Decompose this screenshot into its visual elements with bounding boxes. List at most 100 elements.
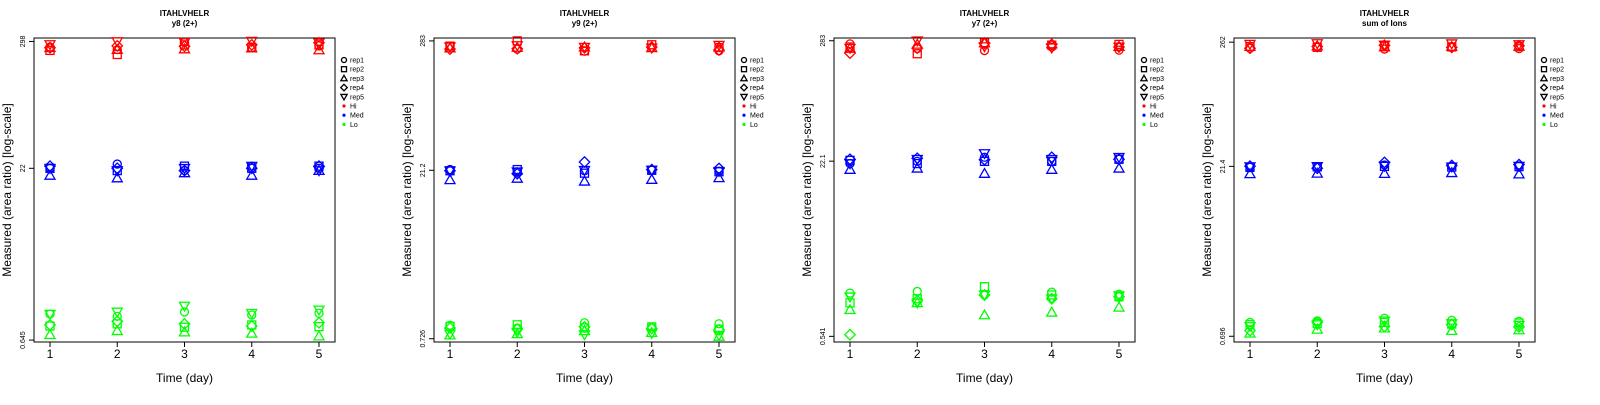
legend-marker-rep3 <box>1139 73 1149 82</box>
data-point-lo-rep4 <box>443 321 457 335</box>
data-point-lo-rep4 <box>312 316 326 329</box>
data-point-lo-rep3 <box>1445 324 1458 336</box>
legend-marker-lo <box>742 122 746 126</box>
y-tick-label: 21.4 <box>1220 159 1227 173</box>
data-point-lo-rep4 <box>1378 320 1391 333</box>
data-point-med-rep5 <box>1445 162 1458 174</box>
data-point-lo-rep5 <box>1243 321 1257 333</box>
y-tick-label: 0.541 <box>820 327 827 345</box>
data-point-med-rep5 <box>978 149 991 160</box>
data-point-med-rep3 <box>1112 161 1126 173</box>
legend-marker-hi <box>342 104 346 108</box>
data-point-hi-rep3 <box>1445 40 1458 51</box>
legend-marker-rep4 <box>1139 83 1149 92</box>
x-tick-label: 5 <box>1516 347 1523 361</box>
data-point-hi-rep4 <box>1243 42 1257 55</box>
legend-marker-rep3 <box>339 73 349 82</box>
legend-label: rep4 <box>350 85 364 92</box>
legend-marker-med <box>342 113 346 117</box>
legend-label: rep2 <box>1150 67 1164 74</box>
data-point-med-rep4 <box>312 160 326 173</box>
legend-label: Lo <box>1550 122 1558 129</box>
data-point-hi-rep5 <box>712 40 726 52</box>
legend-marker-hi <box>1142 104 1146 108</box>
data-point-med-rep4 <box>1112 153 1126 166</box>
data-point-med-rep5 <box>511 167 524 179</box>
data-point-lo-rep5 <box>645 328 658 340</box>
data-point-med-rep5 <box>578 165 591 177</box>
legend-label: rep4 <box>1150 85 1164 92</box>
data-point-lo-rep3 <box>1045 306 1058 317</box>
data-point-lo-rep5 <box>312 305 326 317</box>
legend-marker-rep3 <box>1539 73 1549 82</box>
data-point-lo-rep3 <box>978 308 991 320</box>
legend-label: rep2 <box>1550 67 1564 74</box>
data-point-hi-rep5 <box>43 40 57 51</box>
x-axis-label: Time (day) <box>1356 371 1413 385</box>
data-point-med-rep3 <box>978 167 991 178</box>
data-point-med-rep3 <box>1045 163 1058 174</box>
legend-marker-rep2 <box>1540 66 1548 73</box>
data-point-med-rep3 <box>843 163 857 174</box>
x-tick-label: 1 <box>847 347 854 361</box>
data-point-med-rep4 <box>578 155 591 169</box>
data-point-hi-rep5 <box>511 41 524 52</box>
data-point-med-rep5 <box>443 166 457 178</box>
legend-label: rep4 <box>750 85 764 92</box>
data-point-hi-rep5 <box>1311 39 1324 50</box>
x-tick-label: 1 <box>1247 347 1254 361</box>
legend-label: rep4 <box>1550 85 1564 92</box>
data-point-med-rep4 <box>843 153 857 166</box>
legend-marker-lo <box>342 122 346 126</box>
legend-label: Hi <box>750 104 757 111</box>
x-tick-label: 2 <box>1314 347 1321 361</box>
data-point-med-rep5 <box>1112 152 1126 164</box>
data-point-hi-rep3 <box>312 43 326 55</box>
data-point-med-rep3 <box>245 169 258 180</box>
legend-label: Hi <box>1150 104 1157 111</box>
data-point-med-rep3 <box>911 161 924 173</box>
chart-title: ITAHLVHELR <box>1360 9 1410 18</box>
data-point-lo-rep5 <box>578 330 591 341</box>
x-tick-label: 4 <box>1448 347 1455 361</box>
data-point-lo-rep1 <box>179 307 190 317</box>
data-point-lo-rep4 <box>645 322 658 335</box>
data-point-lo-rep5 <box>978 290 991 302</box>
data-point-med-rep3 <box>111 171 124 183</box>
x-tick-label: 3 <box>181 347 188 361</box>
data-point-med-rep1 <box>112 159 122 169</box>
data-point-hi-rep3 <box>1311 39 1324 51</box>
x-tick-label: 2 <box>914 347 921 361</box>
data-point-med-rep4 <box>712 162 726 175</box>
data-point-lo-rep2 <box>112 319 122 329</box>
legend-label: rep1 <box>1150 58 1164 65</box>
data-point-med-rep3 <box>578 174 591 186</box>
data-point-hi-rep5 <box>178 38 191 49</box>
x-axis-label: Time (day) <box>556 371 613 385</box>
data-point-lo-rep3 <box>1112 301 1126 312</box>
data-point-med-rep5 <box>111 166 124 177</box>
data-point-med-rep3 <box>1311 167 1324 178</box>
chart-subtitle: y8 (2+) <box>172 19 198 28</box>
data-point-med-rep5 <box>43 163 57 175</box>
y-tick-label: 298 <box>20 36 27 48</box>
chart-subtitle: sum of Ions <box>1362 19 1407 28</box>
data-point-med-rep5 <box>312 166 326 177</box>
data-point-hi-rep5 <box>911 36 924 48</box>
x-tick-label: 1 <box>47 347 54 361</box>
data-point-med-rep5 <box>843 159 857 170</box>
legend-marker-rep4 <box>1539 83 1549 92</box>
data-point-lo-rep3 <box>312 329 326 341</box>
data-point-hi-rep5 <box>843 43 857 55</box>
data-point-lo-rep5 <box>1112 291 1126 302</box>
data-point-lo-rep5 <box>178 301 191 313</box>
legend-marker-rep3 <box>739 73 749 82</box>
x-tick-label: 4 <box>248 347 255 361</box>
data-point-med-rep3 <box>178 166 191 178</box>
data-point-lo-rep5 <box>1311 320 1324 331</box>
data-point-med-rep3 <box>1445 166 1458 178</box>
data-point-lo-rep4 <box>245 319 258 333</box>
